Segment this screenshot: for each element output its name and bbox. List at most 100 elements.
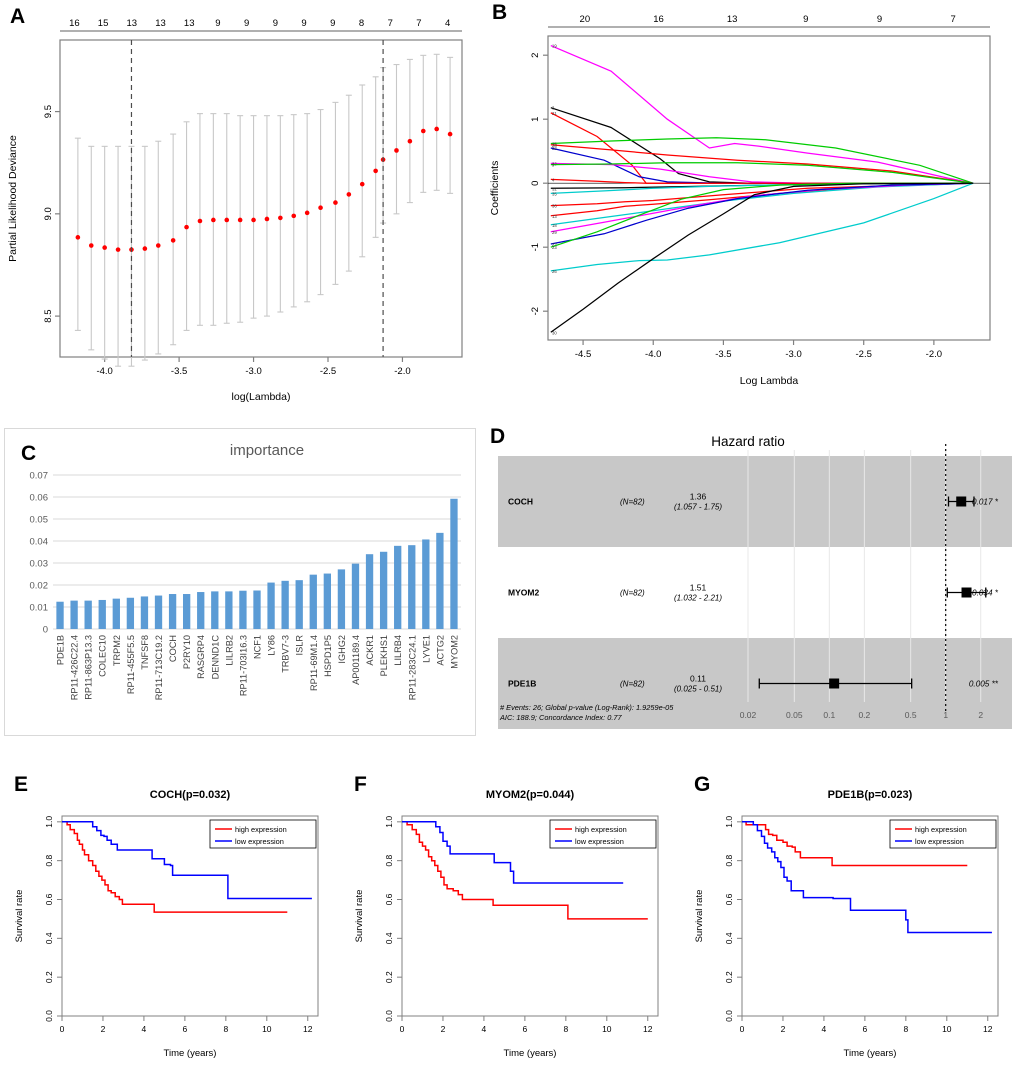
svg-text:PDE1B: PDE1B [56,635,66,665]
svg-text:2: 2 [781,1024,786,1034]
svg-text:LILRB2: LILRB2 [224,635,234,666]
svg-text:TRPM2: TRPM2 [112,635,122,666]
svg-text:IGHG2: IGHG2 [337,635,347,664]
svg-text:0.0: 0.0 [384,1010,394,1022]
svg-text:12: 12 [303,1024,313,1034]
svg-text:-3.5: -3.5 [171,366,187,377]
svg-text:0: 0 [43,625,48,636]
svg-text:Partial Likelihood Deviance: Partial Likelihood Deviance [7,135,19,262]
svg-text:8: 8 [563,1024,568,1034]
svg-text:0.02: 0.02 [740,710,757,720]
svg-text:21: 21 [552,111,557,116]
svg-text:30: 30 [552,330,557,335]
svg-text:1.0: 1.0 [384,816,394,828]
panel-a-plot: 16 15 13 13 13 9 9 9 9 9 8 7 7 4 8.5 9.0 9.5 -4.0 -3.5 -3.0… [7,18,463,403]
svg-text:-4.0: -4.0 [96,366,112,377]
svg-text:0.07: 0.07 [30,471,49,482]
svg-text:9: 9 [301,18,306,29]
svg-text:-2.0: -2.0 [394,366,410,377]
svg-text:-2.5: -2.5 [320,366,336,377]
svg-text:ACTG2: ACTG2 [435,635,445,666]
svg-text:10: 10 [602,1024,612,1034]
svg-text:PDE1B(p=0.023): PDE1B(p=0.023) [828,789,913,801]
svg-text:23: 23 [552,245,557,250]
svg-text:TRBV7-3: TRBV7-3 [281,635,291,673]
svg-text:-3.5: -3.5 [715,349,731,360]
svg-text:0.03: 0.03 [30,559,49,570]
panel-e-plot: COCH(p=0.032) 0.0 0.2 0.4 0.6 0.8 1.0 0 2 4 6 8 10 12… [14,789,319,1059]
panel-g-survival-pde1b: G PDE1B(p=0.023) 0.0 0.2 0.4 0.6 0.8 1.0 0 2 4 6 8 1… [680,760,1020,1078]
svg-text:-4.0: -4.0 [645,349,661,360]
svg-text:0: 0 [530,181,541,186]
svg-text:MYOM2(p=0.044): MYOM2(p=0.044) [486,789,575,801]
svg-text:9: 9 [273,18,278,29]
svg-text:-4.5: -4.5 [575,349,591,360]
svg-text:(1.057 - 1.75): (1.057 - 1.75) [674,503,722,512]
svg-text:0.6: 0.6 [44,893,54,905]
panel-e-survival-coch: E COCH(p=0.032) 0.0 0.2 0.4 0.6 0.8 1.0 0 2 4 6 8 10… [0,760,340,1078]
svg-text:P2RY10: P2RY10 [182,635,192,669]
svg-text:0.6: 0.6 [384,893,394,905]
svg-text:13: 13 [184,18,195,29]
svg-text:Time (years): Time (years) [164,1048,217,1059]
svg-text:high expression: high expression [915,825,967,834]
svg-text:MYOM2: MYOM2 [449,635,459,669]
svg-text:32: 32 [552,186,557,191]
svg-text:13: 13 [727,14,738,25]
svg-text:0.4: 0.4 [44,932,54,944]
svg-text:RP11-426C22.4: RP11-426C22.4 [70,635,80,700]
svg-text:log(Lambda): log(Lambda) [232,391,291,403]
svg-text:1: 1 [530,117,541,122]
svg-text:0.05: 0.05 [786,710,803,720]
svg-text:12: 12 [643,1024,653,1034]
svg-text:25: 25 [552,142,557,147]
svg-text:0.0: 0.0 [724,1010,734,1022]
svg-text:TNFSF8: TNFSF8 [140,635,150,670]
svg-text:10: 10 [942,1024,952,1034]
svg-text:0.017 *: 0.017 * [972,498,999,507]
svg-text:Survival rate: Survival rate [694,890,705,943]
svg-text:1.0: 1.0 [724,816,734,828]
svg-text:3: 3 [552,106,555,111]
svg-text:2: 2 [441,1024,446,1034]
svg-text:Survival rate: Survival rate [14,890,25,943]
svg-text:DENND1C: DENND1C [210,635,220,680]
svg-text:0: 0 [60,1024,65,1034]
svg-text:28: 28 [552,143,557,148]
svg-text:9: 9 [215,18,220,29]
svg-text:(N=82): (N=82) [620,498,645,507]
svg-text:Time (years): Time (years) [504,1048,557,1059]
svg-text:-3.0: -3.0 [785,349,801,360]
svg-text:15: 15 [98,18,109,29]
svg-text:9: 9 [330,18,335,29]
svg-text:PDE1B: PDE1B [508,679,536,689]
svg-text:0.2: 0.2 [44,971,54,983]
svg-text:6: 6 [523,1024,528,1034]
svg-text:0.11: 0.11 [690,674,706,684]
panel-b-label: B [492,1,508,24]
panel-f-label: F [354,773,367,796]
svg-text:2: 2 [530,53,541,58]
panel-b-lasso-coefficients: B 20 16 13 9 9 7 -2 -1 0 1 2 -4.5 -4.0 -3.5 -3.0 -2.5 -2… [480,0,1020,410]
panel-d-forest-plot: D Hazard ratio 0.02 0.05 0.1 0.2 0.5 1 2 COCH (N=… [480,424,1020,736]
svg-text:26: 26 [552,269,557,274]
svg-text:0.4: 0.4 [384,932,394,944]
svg-text:23: 23 [552,242,557,247]
svg-text:9: 9 [244,18,249,29]
panel-g-plot: PDE1B(p=0.023) 0.0 0.2 0.4 0.6 0.8 1.0 0 2 4 6 8 10 1… [694,789,999,1059]
svg-text:13: 13 [155,18,166,29]
svg-text:36: 36 [552,204,557,209]
svg-text:0.06: 0.06 [30,493,49,504]
svg-text:-1: -1 [530,243,541,251]
svg-text:0.05: 0.05 [30,515,49,526]
svg-text:(N=82): (N=82) [620,680,645,689]
svg-text:Log Lambda: Log Lambda [740,375,799,387]
svg-text:-2.0: -2.0 [926,349,942,360]
svg-text:-2: -2 [530,307,541,315]
svg-text:8: 8 [903,1024,908,1034]
svg-text:PLEKHS1: PLEKHS1 [379,635,389,676]
panel-g-label: G [694,773,711,796]
panel-f-plot: MYOM2(p=0.044) 0.0 0.2 0.4 0.6 0.8 1.0 0 2 4 6 8 10 1… [354,789,659,1059]
svg-text:LY86: LY86 [267,635,277,656]
svg-text:4: 4 [445,18,450,29]
